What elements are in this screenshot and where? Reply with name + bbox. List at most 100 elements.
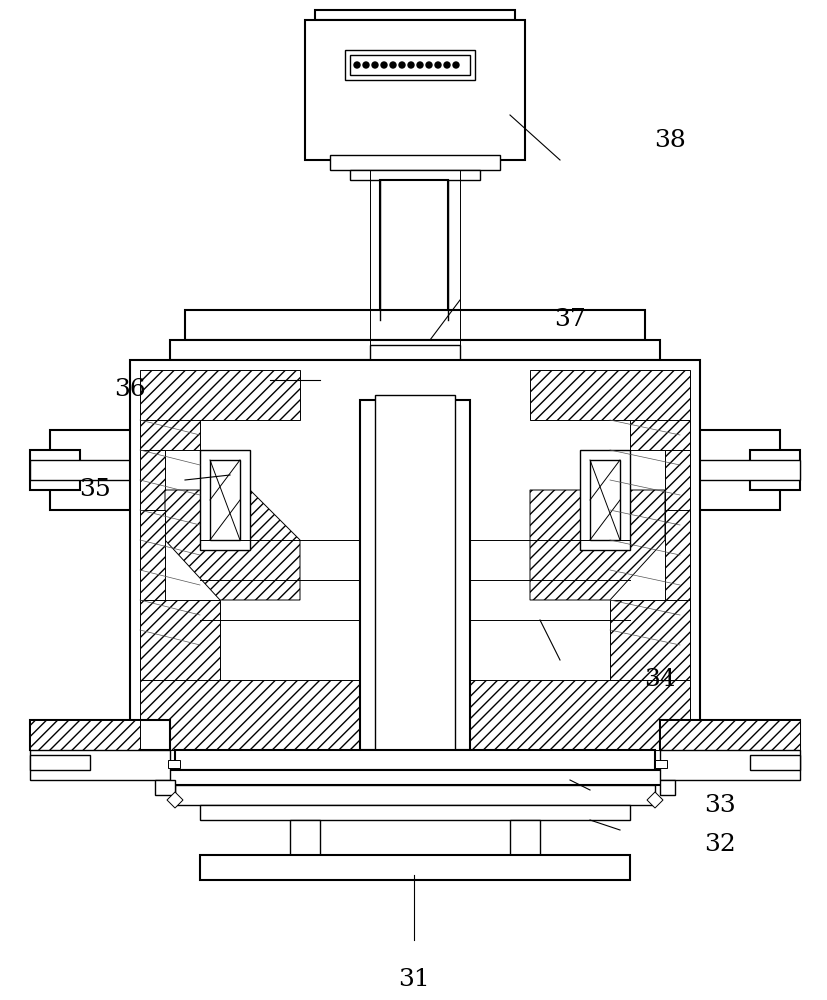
- Bar: [749, 450, 799, 490]
- Bar: [160, 770, 669, 785]
- Bar: [155, 780, 174, 795]
- Polygon shape: [664, 510, 689, 600]
- Bar: [606, 362, 614, 393]
- Bar: [50, 430, 200, 510]
- Circle shape: [452, 62, 458, 68]
- Bar: [538, 362, 545, 393]
- Bar: [547, 362, 555, 393]
- Polygon shape: [140, 510, 165, 600]
- Polygon shape: [664, 450, 689, 510]
- Bar: [659, 780, 674, 795]
- Bar: [210, 460, 240, 540]
- Bar: [214, 362, 222, 393]
- Bar: [174, 785, 654, 805]
- Bar: [313, 362, 320, 393]
- Circle shape: [417, 62, 423, 68]
- Bar: [293, 362, 301, 393]
- Bar: [615, 362, 624, 393]
- Circle shape: [443, 62, 449, 68]
- Bar: [184, 310, 644, 340]
- Polygon shape: [140, 450, 165, 510]
- Bar: [360, 395, 470, 445]
- Bar: [330, 155, 500, 170]
- Bar: [629, 430, 779, 510]
- Text: 37: 37: [553, 308, 586, 332]
- Bar: [420, 362, 428, 393]
- Bar: [596, 362, 604, 393]
- Text: 33: 33: [703, 793, 735, 816]
- Bar: [586, 362, 595, 393]
- Bar: [370, 345, 460, 360]
- Bar: [345, 50, 475, 80]
- Bar: [304, 20, 524, 160]
- Bar: [557, 362, 565, 393]
- Bar: [498, 362, 506, 393]
- Bar: [380, 180, 447, 320]
- Polygon shape: [140, 420, 200, 450]
- Bar: [528, 362, 536, 393]
- Bar: [659, 750, 799, 780]
- Bar: [283, 362, 291, 393]
- Polygon shape: [659, 720, 799, 750]
- Bar: [30, 755, 90, 770]
- Bar: [579, 450, 629, 550]
- Bar: [200, 805, 629, 820]
- Bar: [654, 760, 667, 768]
- Bar: [30, 750, 170, 780]
- Bar: [400, 362, 409, 393]
- Bar: [303, 362, 310, 393]
- Circle shape: [399, 62, 404, 68]
- Bar: [629, 460, 799, 480]
- Text: 31: 31: [398, 968, 429, 991]
- Bar: [174, 750, 654, 770]
- Text: 32: 32: [703, 833, 735, 856]
- Bar: [204, 362, 213, 393]
- Bar: [430, 362, 437, 393]
- Circle shape: [371, 62, 378, 68]
- Bar: [224, 362, 232, 393]
- Bar: [200, 450, 250, 550]
- Circle shape: [354, 62, 360, 68]
- Bar: [439, 362, 447, 393]
- Bar: [30, 460, 200, 480]
- Polygon shape: [140, 600, 220, 680]
- Bar: [263, 362, 271, 393]
- Polygon shape: [609, 600, 689, 680]
- Bar: [469, 362, 477, 393]
- Text: 34: 34: [643, 668, 675, 692]
- Bar: [351, 362, 360, 393]
- Circle shape: [408, 62, 414, 68]
- Bar: [195, 362, 203, 393]
- Bar: [449, 362, 457, 393]
- Bar: [380, 362, 389, 393]
- Circle shape: [380, 62, 386, 68]
- Bar: [244, 362, 251, 393]
- Bar: [489, 362, 496, 393]
- Bar: [659, 720, 799, 750]
- Polygon shape: [629, 420, 689, 450]
- Bar: [518, 362, 526, 393]
- Circle shape: [362, 62, 369, 68]
- Bar: [322, 362, 330, 393]
- Bar: [508, 362, 516, 393]
- Text: 35: 35: [79, 479, 111, 502]
- Polygon shape: [646, 792, 662, 808]
- Bar: [375, 395, 455, 755]
- Bar: [350, 55, 470, 75]
- Bar: [342, 362, 350, 393]
- Bar: [289, 820, 319, 860]
- Bar: [459, 362, 467, 393]
- Bar: [30, 450, 80, 490]
- Bar: [566, 362, 575, 393]
- Bar: [410, 362, 418, 393]
- Polygon shape: [529, 370, 689, 420]
- Bar: [749, 755, 799, 770]
- Text: 36: 36: [114, 378, 146, 401]
- Bar: [30, 720, 170, 750]
- Bar: [189, 360, 639, 395]
- Polygon shape: [165, 490, 299, 600]
- Text: 38: 38: [653, 129, 685, 152]
- Bar: [234, 362, 242, 393]
- Circle shape: [390, 62, 395, 68]
- Bar: [350, 170, 480, 180]
